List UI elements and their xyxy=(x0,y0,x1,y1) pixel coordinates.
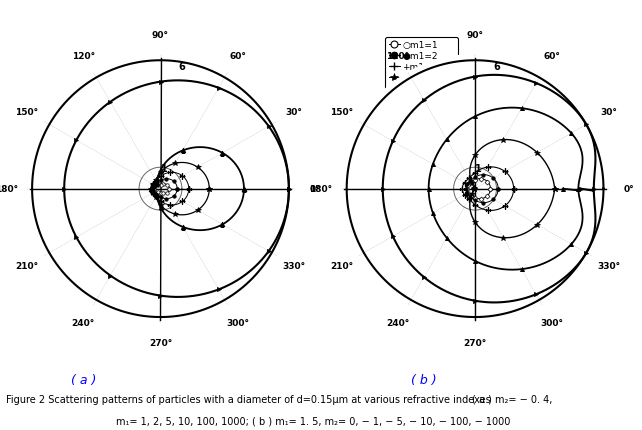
Text: 6: 6 xyxy=(178,62,186,72)
Text: m₁= 1, 2, 5, 10, 100, 1000; ( b ) m₁= 1. 5, m₂= 0, − 1, − 5, − 10, − 100, − 1000: m₁= 1, 2, 5, 10, 100, 1000; ( b ) m₁= 1.… xyxy=(116,415,510,426)
Text: ( a ): ( a ) xyxy=(71,373,96,386)
Text: ( a ) m₂= − 0. 4,: ( a ) m₂= − 0. 4, xyxy=(472,394,552,404)
Text: 6: 6 xyxy=(493,62,500,72)
Text: 1: 1 xyxy=(160,163,168,173)
Text: ( b ): ( b ) xyxy=(411,373,437,386)
Text: Figure 2 Scattering patterns of particles with a diameter of d=0.15μm at various: Figure 2 Scattering patterns of particle… xyxy=(6,394,491,404)
Legend: ○m1=1, ●m1=2, +m1=5, ✶m1=10, ▲m1=100, ►m1=1000: ○m1=1, ●m1=2, +m1=5, ✶m1=10, ▲m1=100, ►m… xyxy=(385,38,458,108)
Text: 1: 1 xyxy=(475,163,482,173)
